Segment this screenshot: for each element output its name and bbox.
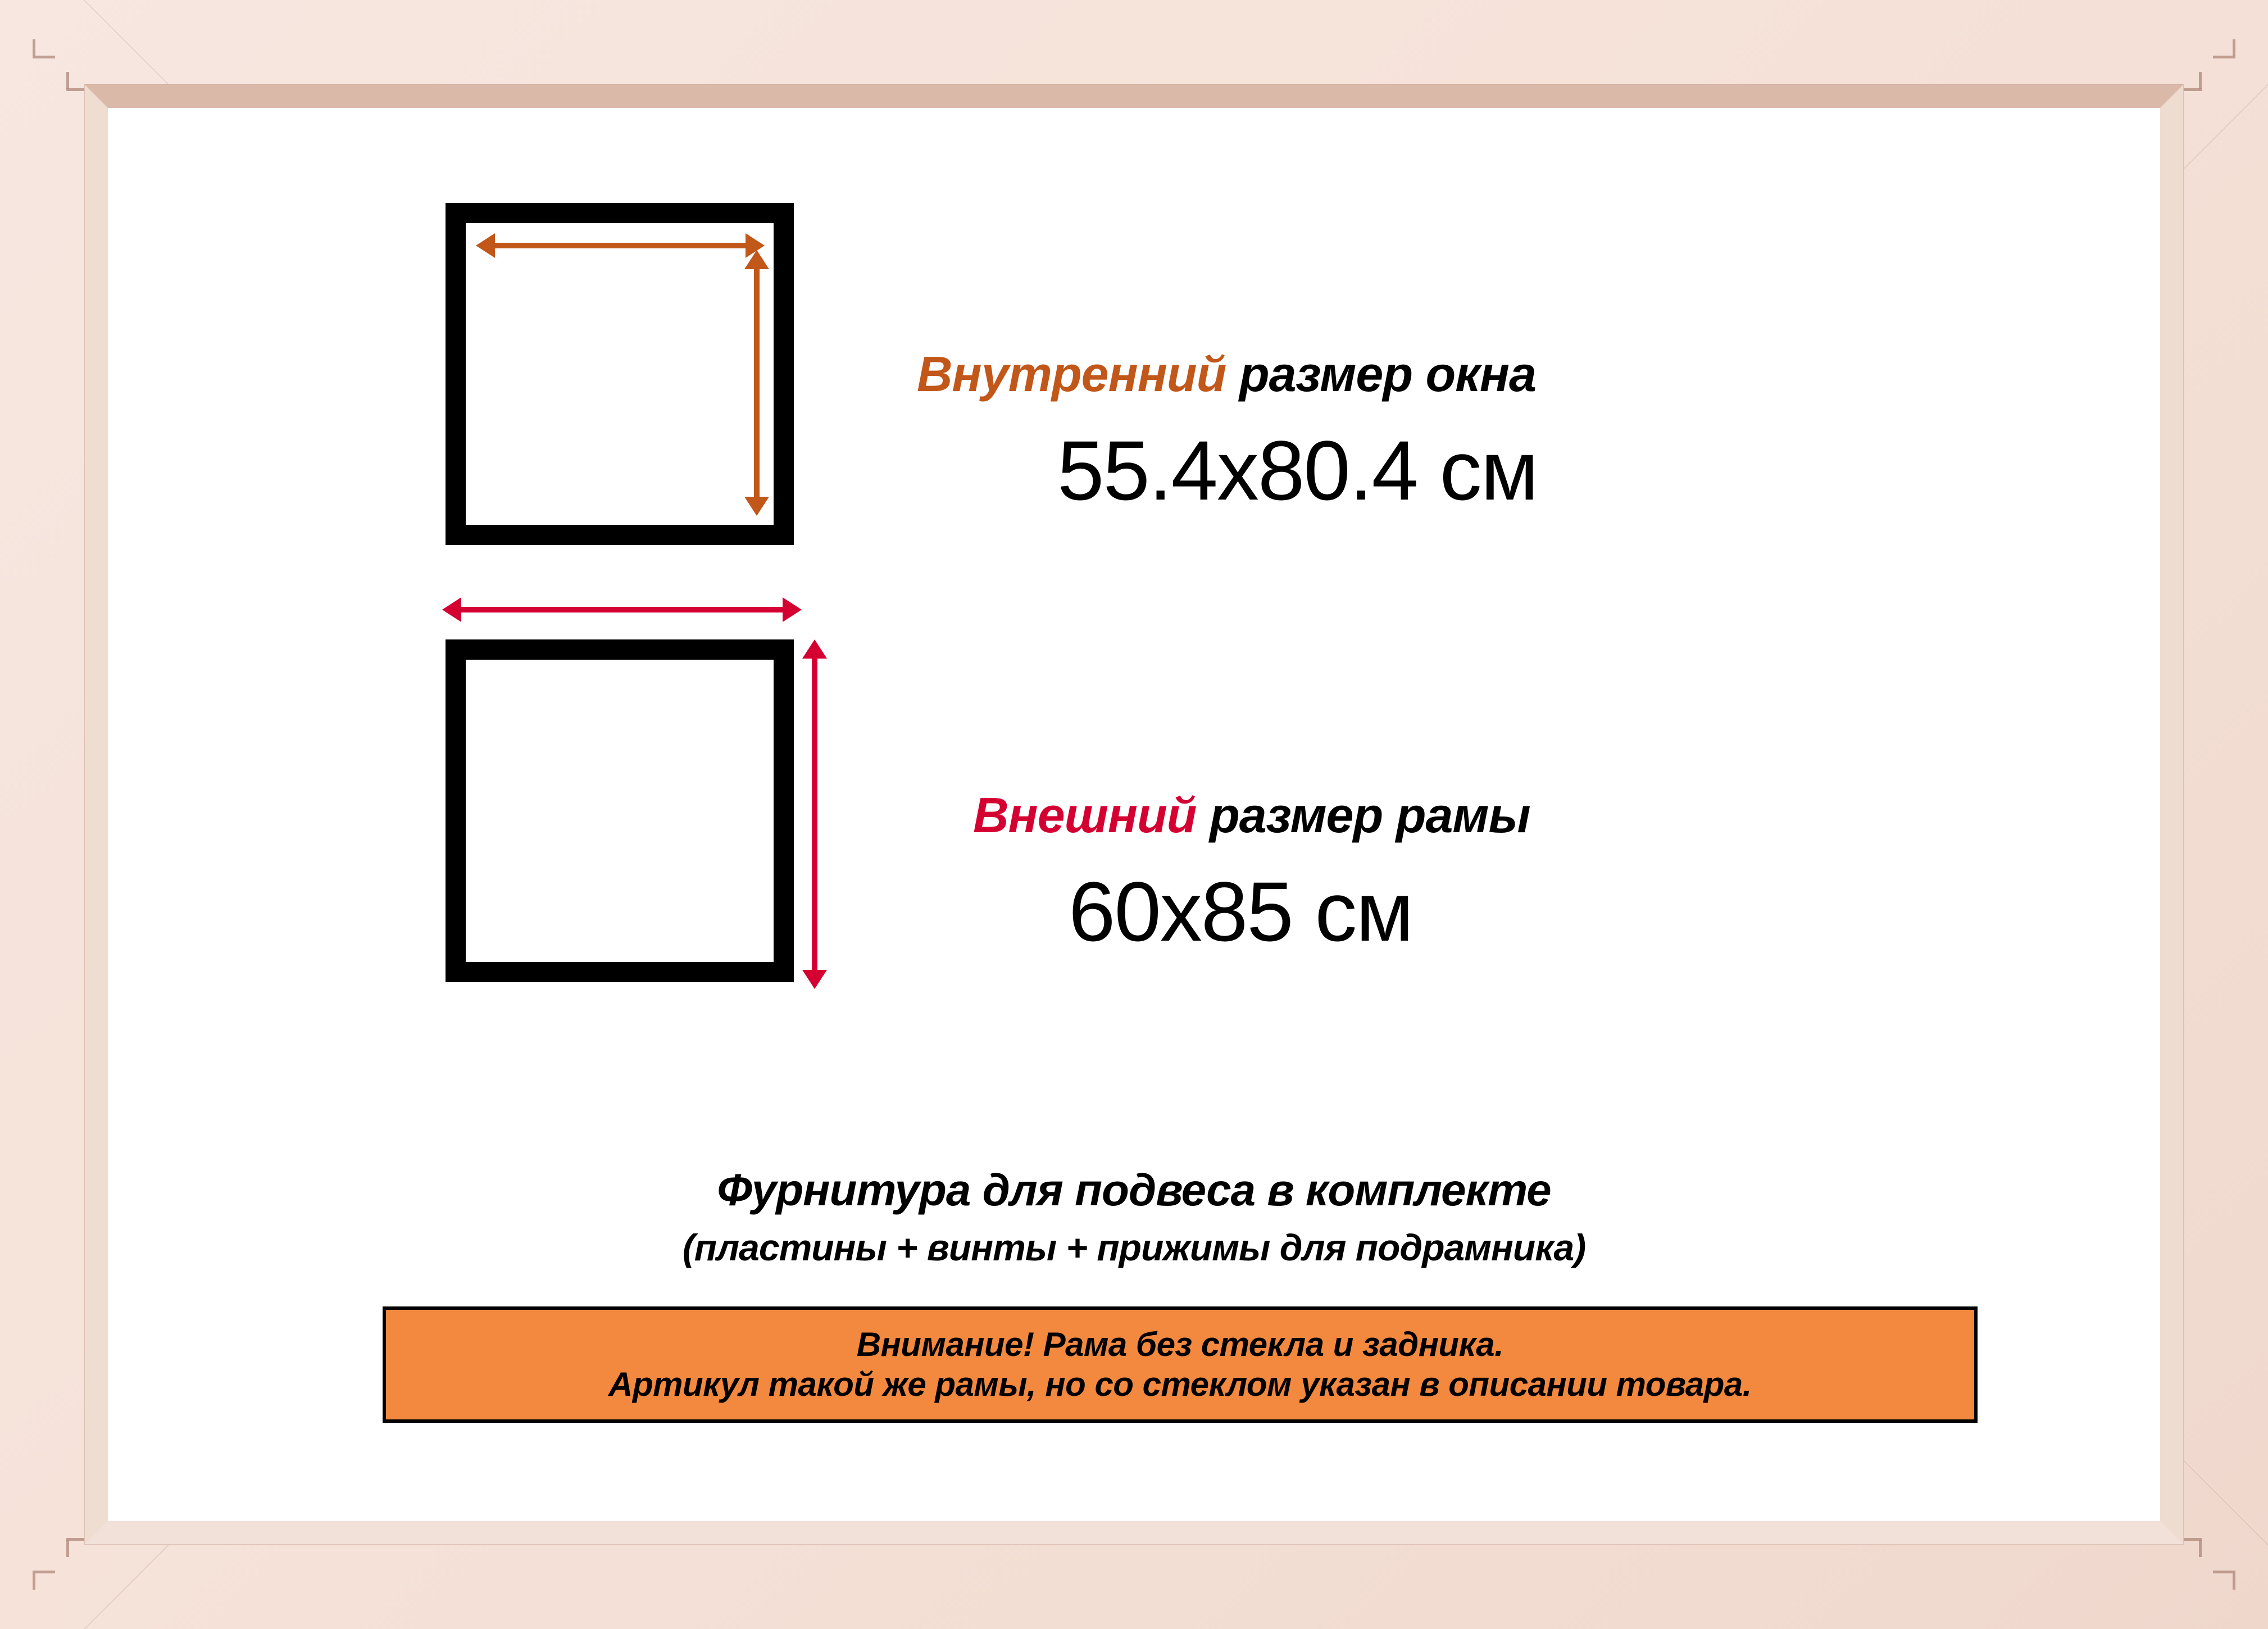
outer-size-caption-rest: размер рамы bbox=[1196, 787, 1531, 843]
info-canvas: Внутренний размер окна 55.4x80.4 см Внеш… bbox=[108, 108, 2160, 1521]
outer-frame-diagram bbox=[446, 639, 794, 982]
inner-size-caption-highlight: Внутренний bbox=[917, 346, 1226, 402]
outer-size-value: 60x85 см bbox=[1069, 864, 1413, 959]
hardware-note-line2: (пластины + винты + прижимы для подрамни… bbox=[682, 1227, 1586, 1268]
frame-staple-icon bbox=[2211, 39, 2235, 58]
warning-line1: Внимание! Рама без стекла и задника. bbox=[856, 1325, 1504, 1363]
outer-size-caption-highlight: Внешний bbox=[973, 787, 1197, 843]
outer-size-caption: Внешний размер рамы bbox=[973, 791, 1531, 840]
warning-line2: Артикул такой же рамы, но со стеклом ука… bbox=[608, 1365, 1752, 1403]
inner-size-caption-rest: размер окна bbox=[1226, 346, 1537, 402]
frame-staple-icon bbox=[2211, 1571, 2235, 1590]
frame-staple-icon bbox=[66, 72, 91, 91]
inner-size-value: 55.4x80.4 см bbox=[1057, 423, 1539, 518]
hardware-note-line1: Фурнитура для подвеса в комплекте bbox=[717, 1165, 1551, 1215]
inner-window-diagram bbox=[446, 203, 794, 545]
warning-banner: Внимание! Рама без стекла и задника. Арт… bbox=[383, 1306, 1978, 1423]
inner-size-caption: Внутренний размер окна bbox=[917, 350, 1537, 399]
frame-staple-icon bbox=[33, 1571, 57, 1590]
frame-staple-icon bbox=[33, 39, 57, 58]
